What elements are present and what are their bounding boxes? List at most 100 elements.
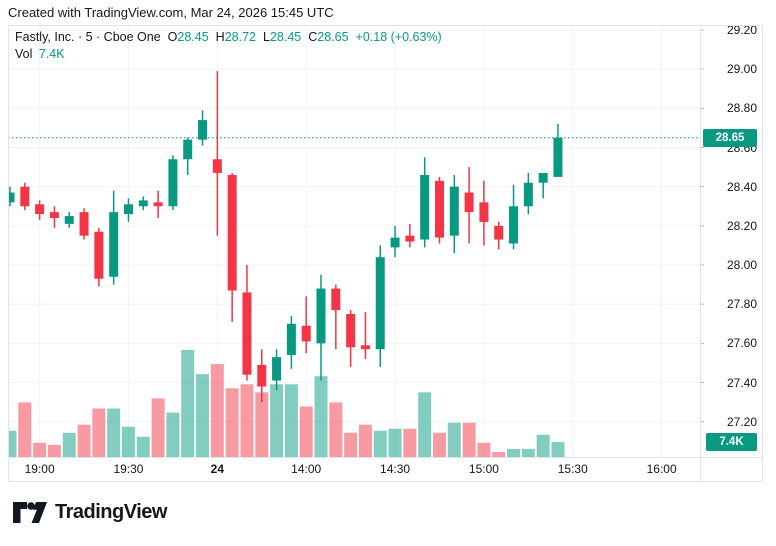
volume-bar [447,422,461,457]
candle-body [405,235,415,242]
candle-body [168,159,178,207]
chart-legend: Fastly, Inc. · 5 · Cboe One O28.45 H28.72 L… [15,29,442,62]
price-tick-label: 29.20 [726,23,757,37]
volume-bar [77,424,91,457]
candle-body [79,212,89,236]
volume-bar [151,398,165,457]
candle-body [420,174,430,240]
attribution-text: Created with TradingView.com, Mar 24, 20… [8,5,334,20]
volume-bar [240,384,254,457]
low-value: 28.45 [269,30,302,44]
candle-body [494,225,504,240]
volume-bar [358,424,372,457]
time-axis[interactable]: 19:00 19:30 24 14:00 14:30 15:00 15:30 16:00 [0,457,762,481]
price-tick-label: 28.20 [726,218,757,233]
volume-bar [388,428,402,457]
candle-body [183,139,193,160]
time-tick-label: 19:30 [113,462,144,476]
candle-body [94,231,104,279]
volume-bar [255,392,269,457]
volume-bar [314,376,328,457]
volume-bar [62,432,76,457]
price-tick-label: 27.80 [726,297,757,312]
candles-layer[interactable] [4,71,701,457]
high-label: H [215,30,225,44]
close-value: 28.65 [317,30,349,44]
volume-bar [373,430,387,457]
volume-bar [8,430,17,457]
volume-bar [492,451,506,457]
volume-bar [521,448,535,457]
volume-bar [121,426,135,457]
open-value: 28.45 [177,30,209,44]
time-tick-label: 16:00 [646,462,677,476]
candle-body [257,364,267,387]
candle-body [331,288,341,311]
volume-bar [166,412,180,457]
volume-bar [136,436,150,457]
tradingview-logo[interactable]: TradingView [13,501,167,524]
volume-bar [225,388,239,457]
low-label: L [262,30,270,44]
vol-badge: 7.4K [706,433,757,452]
volume-bar [477,442,491,457]
volume-bar [18,402,32,457]
candle-body [212,159,222,173]
volume-bar [344,432,358,457]
time-tick-label: 14:00 [291,462,322,476]
candle-body [434,180,444,238]
time-tick-label: 24 [210,462,225,476]
volume-bar [536,434,550,457]
volume-bar [92,408,106,457]
candle-body [153,202,163,207]
volume-bar [284,384,298,457]
volume-bar [551,442,565,457]
change-value: +0.18 (+0.63%) [355,30,442,44]
candle-body [227,174,237,291]
price-tick-label: 27.40 [726,375,757,390]
high-value: 28.72 [224,30,256,44]
candle-body [8,192,15,203]
volume-bar [33,442,47,457]
price-tick-label: 28.40 [726,179,757,194]
candle-body [509,206,519,244]
tradingview-logo-text: TradingView [55,501,167,523]
volume-bar [507,448,521,457]
candle-body [553,137,563,177]
candle-body [449,186,459,236]
candle-body [390,237,400,248]
volume-bar [418,392,432,457]
candle-body [316,288,326,344]
candle-body [538,172,548,183]
volume-bar [432,432,446,457]
volume-bar [299,406,313,457]
symbol-title: Fastly, Inc. · 5 · Cboe One [15,30,161,44]
candle-body [138,200,148,207]
tradingview-logo-icon [13,502,47,523]
volume-value: 7.4K [38,47,65,61]
price-axis[interactable]: 29.20 29.00 28.80 28.60 28.40 28.20 28.00 27.80… [700,23,762,457]
candle-body [360,345,370,350]
price-tick-label: 27.60 [726,336,757,351]
candle-body [523,182,533,207]
candle-body [346,313,356,348]
open-label: O [167,30,178,44]
time-axis-separator [8,457,762,458]
volume-bar [270,384,284,457]
candle-body [301,325,311,342]
price-tick-label: 28.00 [726,258,757,273]
price-badge: 28.65 [703,128,757,147]
candle-body [109,212,119,277]
candle-body [20,186,30,207]
price-tick-label: 29.00 [726,62,757,77]
volume-bar [329,402,343,457]
volume-bar [210,364,224,457]
volume-label: Vol [15,47,33,61]
candle-body [242,292,252,375]
volume-bar [47,444,61,457]
candle-body [464,192,474,213]
time-tick-label: 15:00 [468,462,499,476]
time-tick-label: 15:30 [557,462,588,476]
time-tick-label: 19:00 [24,462,55,476]
